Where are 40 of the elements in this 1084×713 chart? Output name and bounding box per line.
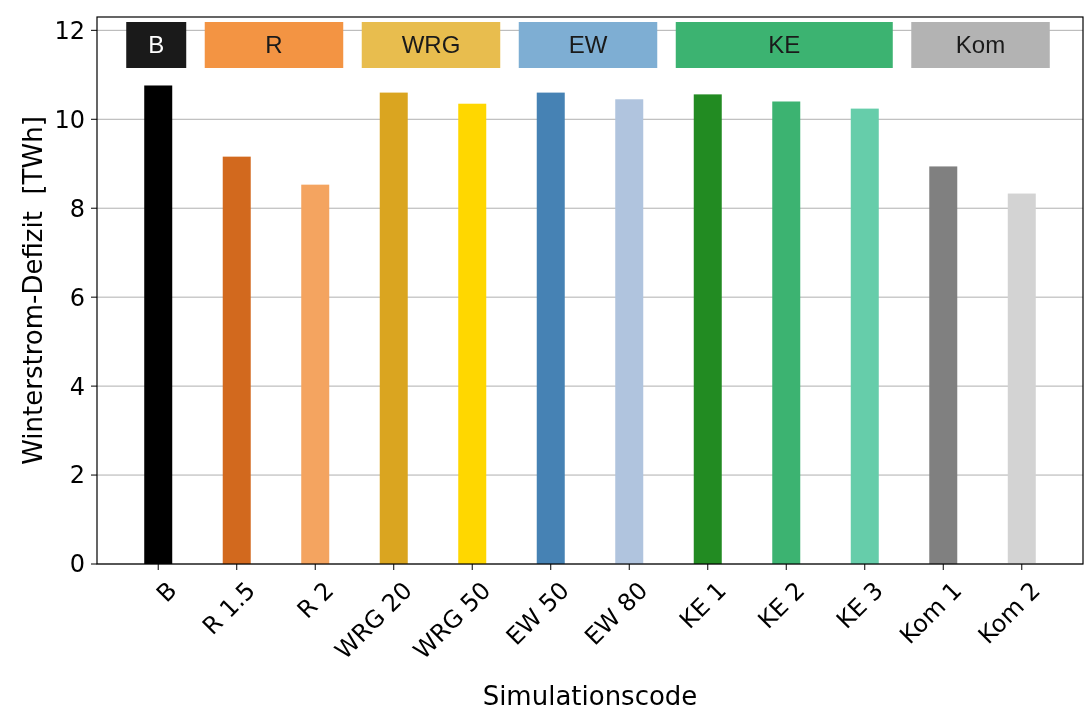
annotation: Kom	[955, 31, 1006, 58]
bar	[222, 156, 251, 564]
y-axis-title: Winterstrom-Defizit [TWh]	[18, 116, 48, 465]
x-tick-label: R 1.5	[196, 576, 261, 641]
y-tick-label: 12	[54, 16, 85, 45]
bar	[458, 103, 487, 564]
y-tick-label: 0	[69, 550, 85, 579]
group-header: Kom	[911, 22, 1050, 68]
x-tick-label: EW 80	[579, 576, 654, 651]
bar	[772, 101, 801, 564]
bar	[536, 92, 565, 564]
bar	[850, 108, 879, 564]
y-tick-label: 8	[69, 194, 85, 223]
x-tick-label: R 2	[291, 576, 340, 625]
y-tick-label: 4	[69, 372, 85, 401]
x-tick-label: EW 50	[500, 576, 575, 651]
group-header: WRG	[361, 22, 501, 68]
y-tick-label: 2	[69, 461, 85, 490]
bar	[1007, 193, 1036, 564]
x-tick-label: KE 3	[831, 576, 889, 635]
bar	[615, 99, 644, 564]
y-tick-label: 6	[69, 283, 85, 312]
group-header: B	[126, 22, 187, 68]
y-tick-label: 10	[54, 105, 85, 134]
bar	[301, 184, 330, 564]
x-axis-title: Simulationscode	[482, 681, 698, 711]
bar	[379, 92, 408, 564]
x-tick-label: KE 2	[752, 576, 811, 635]
annotation: WRG	[401, 31, 461, 58]
annotation: KE	[768, 31, 801, 58]
annotation: B	[148, 31, 165, 58]
group-header: KE	[675, 22, 893, 68]
group-header: R	[204, 22, 344, 68]
annotation: R	[265, 31, 283, 58]
x-tick-label: B	[150, 576, 183, 608]
x-tick-label: KE 1	[674, 576, 732, 635]
bar	[929, 166, 958, 564]
group-header: EW	[518, 22, 658, 68]
bar	[693, 94, 722, 564]
annotation: EW	[568, 31, 608, 58]
